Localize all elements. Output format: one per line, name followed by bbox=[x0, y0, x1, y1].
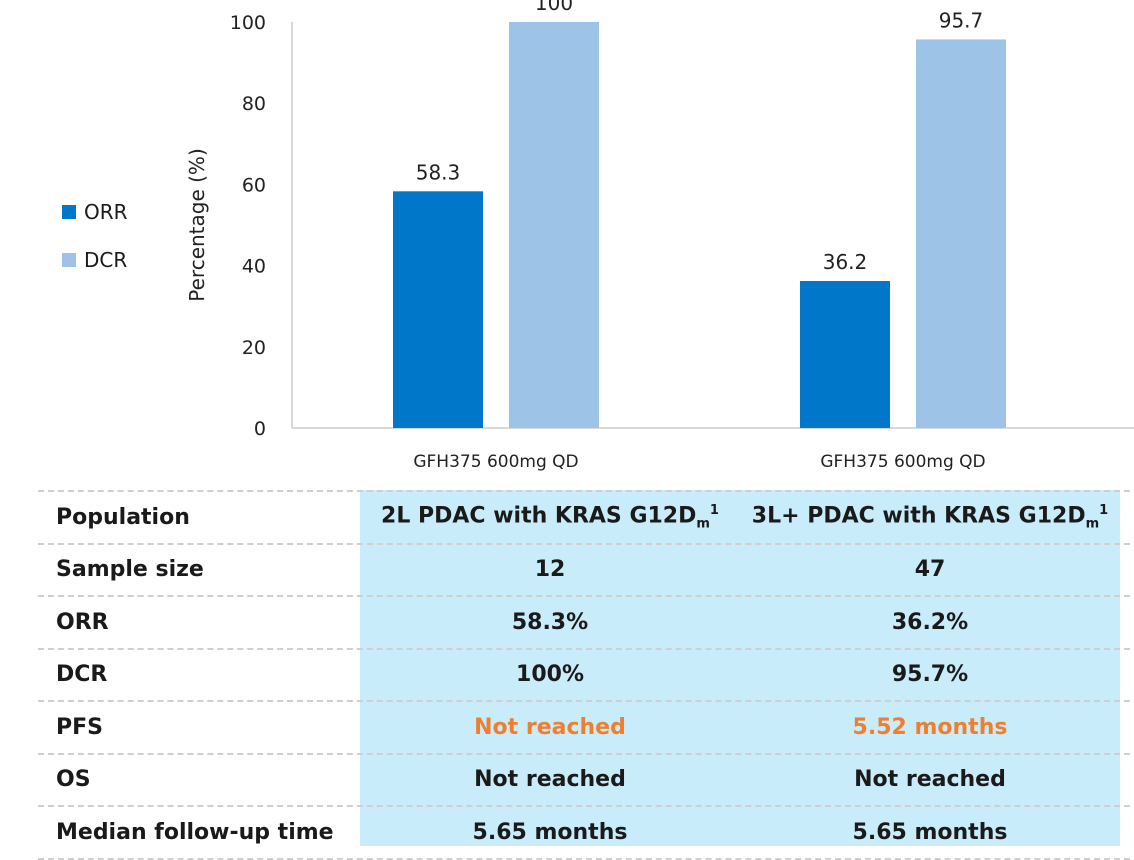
legend-label-orr: ORR bbox=[84, 200, 128, 224]
bar-orr-1 bbox=[393, 191, 483, 428]
legend-item-dcr: DCR bbox=[62, 248, 128, 272]
table-cell: 36.2% bbox=[891, 609, 969, 635]
table-cell: 12 bbox=[534, 557, 566, 583]
table-cell: Not reached bbox=[474, 767, 626, 793]
table-row: PFS Not reached 5.52 months bbox=[38, 700, 1130, 753]
column-header-2l-text: 2L PDAC with KRAS G12D bbox=[381, 503, 697, 529]
row-label: Sample size bbox=[56, 557, 204, 583]
bar-chart: 0 20 40 60 80 100 Percentage (%) 58.3 100 GFH375 … bbox=[185, 0, 1134, 472]
table-cell: 5.65 months bbox=[852, 819, 1008, 845]
table-cell: Not reached bbox=[474, 714, 626, 740]
bar-dcr-1 bbox=[509, 22, 599, 428]
y-tick-label: 100 bbox=[230, 12, 266, 34]
x-tick-label: GFH375 600mg QD bbox=[413, 452, 578, 472]
table-cell: Not reached bbox=[854, 767, 1006, 793]
results-table: Population 2L PDAC with KRAS G12Dm1 3L+ … bbox=[38, 490, 1130, 860]
y-tick-label: 20 bbox=[242, 337, 266, 359]
legend-label-dcr: DCR bbox=[84, 248, 128, 272]
y-axis-label: Percentage (%) bbox=[185, 148, 209, 301]
table-cell: 58.3% bbox=[511, 609, 589, 635]
population-label: Population bbox=[56, 504, 190, 530]
data-label-orr-1: 58.3 bbox=[416, 160, 461, 184]
table-row: ORR 58.3% 36.2% bbox=[38, 595, 1130, 648]
table-cell: 47 bbox=[914, 557, 946, 583]
data-label-dcr-1: 100 bbox=[535, 0, 573, 15]
bar-orr-2 bbox=[800, 281, 890, 428]
table-row: OS Not reached Not reached bbox=[38, 752, 1130, 806]
table-cell: 5.65 months bbox=[472, 819, 628, 845]
y-tick-label: 60 bbox=[242, 174, 266, 196]
legend-item-orr: ORR bbox=[62, 200, 128, 224]
row-label: DCR bbox=[56, 662, 108, 688]
bar-dcr-2 bbox=[916, 39, 1006, 428]
data-label-orr-2: 36.2 bbox=[823, 250, 868, 274]
table-body: Sample size 12 47 ORR 58.3% 36.2% DCR 100% 95.7%… bbox=[38, 542, 1130, 860]
table-cell: 5.52 months bbox=[852, 714, 1008, 740]
chart-legend: ORR DCR bbox=[62, 200, 128, 296]
legend-swatch-dcr bbox=[62, 253, 76, 267]
x-tick-label: GFH375 600mg QD bbox=[820, 452, 985, 472]
row-label: OS bbox=[56, 767, 91, 793]
column-header-3l-text: 3L+ PDAC with KRAS G12D bbox=[751, 503, 1086, 529]
column-header-3l: 3L+ PDAC with KRAS G12Dm1 bbox=[740, 503, 1120, 532]
table-cell: 100% bbox=[516, 662, 584, 688]
table-cell: 95.7% bbox=[891, 662, 969, 688]
table-header-row: Population 2L PDAC with KRAS G12Dm1 3L+ … bbox=[38, 490, 1130, 543]
table-row: Median follow-up time 5.65 months 5.65 mon… bbox=[38, 805, 1130, 860]
table-row: DCR 100% 95.7% bbox=[38, 647, 1130, 701]
column-header-2l-sup: 1 bbox=[709, 502, 719, 518]
column-header-3l-sup: 1 bbox=[1099, 502, 1109, 518]
legend-swatch-orr bbox=[62, 205, 76, 219]
data-label-dcr-2: 95.7 bbox=[939, 8, 984, 32]
column-header-2l-sub: m bbox=[696, 516, 710, 532]
table-row: Sample size 12 47 bbox=[38, 542, 1130, 596]
column-header-3l-sub: m bbox=[1085, 516, 1100, 532]
y-tick-label: 0 bbox=[254, 418, 266, 440]
row-label: Median follow-up time bbox=[56, 819, 334, 845]
y-tick-label: 40 bbox=[242, 256, 266, 278]
y-tick-label: 80 bbox=[242, 93, 266, 115]
row-label: ORR bbox=[56, 609, 109, 635]
column-header-2l: 2L PDAC with KRAS G12Dm1 bbox=[360, 503, 740, 532]
row-label: PFS bbox=[56, 714, 103, 740]
table-value-background bbox=[360, 490, 1120, 846]
